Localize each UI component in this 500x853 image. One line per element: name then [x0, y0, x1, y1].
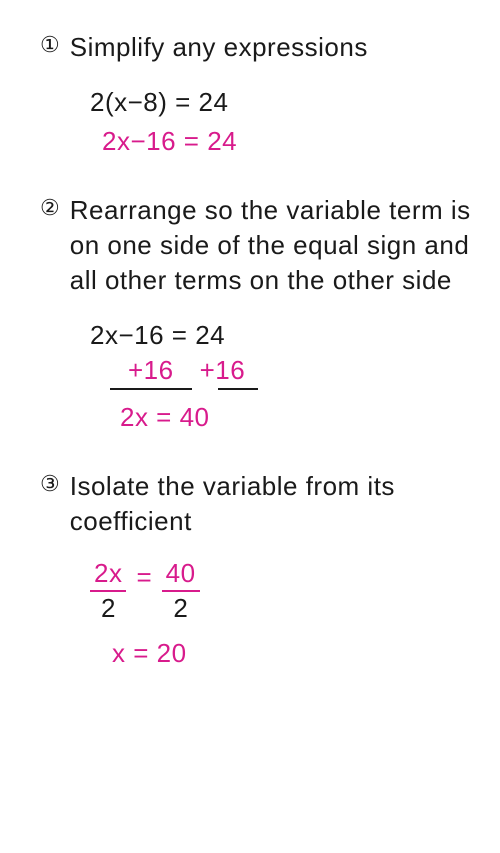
step-2-number: ②	[40, 193, 60, 224]
step-3-equations: 2x 2 = 40 2 x = 20	[90, 558, 480, 669]
step-2-header: ② Rearrange so the variable term is on o…	[40, 193, 480, 298]
step-1-equations: 2(x−8) = 24 2x−16 = 24	[90, 83, 480, 161]
step-1: ① Simplify any expressions 2(x−8) = 24 2…	[40, 30, 480, 161]
equals-sign: =	[136, 562, 151, 593]
step-3-fraction-row: 2x 2 = 40 2	[90, 558, 480, 624]
step-2-add-row: +16 +16	[128, 355, 480, 386]
frac-right-denominator: 2	[173, 592, 187, 624]
step-2-add-right: +16	[200, 355, 246, 386]
step-1-eq-original: 2(x−8) = 24	[90, 83, 480, 122]
underline-left	[110, 388, 192, 390]
frac-left-denominator: 2	[101, 592, 115, 624]
step-2: ② Rearrange so the variable term is on o…	[40, 193, 480, 437]
step-1-number: ①	[40, 30, 60, 61]
step-3-header: ③ Isolate the variable from its coeffici…	[40, 469, 480, 539]
step-1-header: ① Simplify any expressions	[40, 30, 480, 65]
step-2-equations: 2x−16 = 24 +16 +16 2x = 40	[90, 316, 480, 437]
step-3-title: Isolate the variable from its coefficien…	[70, 469, 480, 539]
step-3: ③ Isolate the variable from its coeffici…	[40, 469, 480, 668]
step-2-result: 2x = 40	[120, 398, 480, 437]
step-2-add-left: +16	[128, 355, 174, 386]
step-3-result: x = 20	[112, 638, 480, 669]
step-2-eq-start: 2x−16 = 24	[90, 316, 480, 355]
step-2-underlines	[110, 388, 480, 390]
frac-left-numerator: 2x	[90, 558, 126, 590]
frac-right-numerator: 40	[162, 558, 200, 590]
fraction-right: 40 2	[162, 558, 200, 624]
step-2-title: Rearrange so the variable term is on one…	[70, 193, 480, 298]
step-1-title: Simplify any expressions	[70, 30, 368, 65]
underline-right	[218, 388, 258, 390]
fraction-left: 2x 2	[90, 558, 126, 624]
step-1-eq-simplified: 2x−16 = 24	[102, 122, 480, 161]
step-3-number: ③	[40, 469, 60, 500]
